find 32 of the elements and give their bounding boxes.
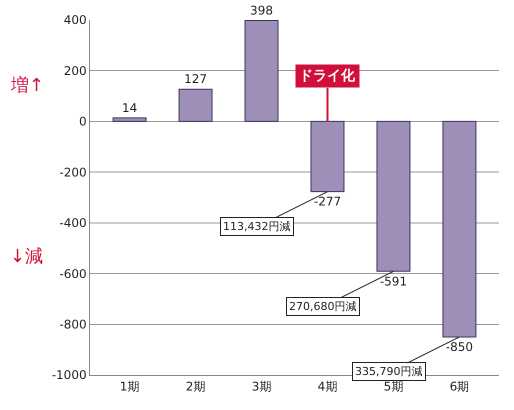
y-tick-label: -400 bbox=[59, 216, 87, 230]
x-tick-label: 3期 bbox=[252, 379, 272, 394]
data-label: -277 bbox=[314, 194, 342, 209]
bar bbox=[310, 120, 344, 192]
annotation: 270,680円減 bbox=[289, 300, 356, 313]
x-tick-label: 1期 bbox=[120, 379, 140, 394]
y-tick-label: -1000 bbox=[52, 368, 87, 382]
text: ↓減 bbox=[10, 246, 44, 267]
data-label: -850 bbox=[446, 340, 474, 354]
y-tick-label: 200 bbox=[64, 64, 87, 78]
bar bbox=[112, 117, 147, 122]
x-tick-label: 4期 bbox=[318, 379, 338, 394]
bar bbox=[178, 88, 213, 122]
data-label: -591 bbox=[380, 274, 408, 288]
bar bbox=[442, 120, 476, 338]
x-tick-label: 6期 bbox=[450, 379, 470, 394]
x-tick-label: 2期 bbox=[186, 379, 206, 394]
bar bbox=[244, 20, 279, 122]
text: 増↑ bbox=[10, 75, 44, 96]
bar bbox=[376, 120, 410, 272]
y-tick-label: -200 bbox=[59, 165, 87, 180]
data-label: 398 bbox=[250, 4, 273, 18]
data-label: 14 bbox=[122, 100, 138, 115]
y-tick-label: 0 bbox=[78, 114, 87, 129]
y-tick-label: -800 bbox=[59, 317, 87, 332]
annotation: 113,432円減 bbox=[223, 220, 290, 233]
annotation: 335,790円減 bbox=[355, 365, 422, 378]
data-label: 127 bbox=[184, 72, 208, 86]
annotation: ドライ化 bbox=[299, 68, 356, 84]
y-tick-label: -600 bbox=[59, 266, 87, 281]
x-tick-label: 5期 bbox=[384, 379, 404, 394]
y-tick-label: 400 bbox=[64, 13, 87, 28]
